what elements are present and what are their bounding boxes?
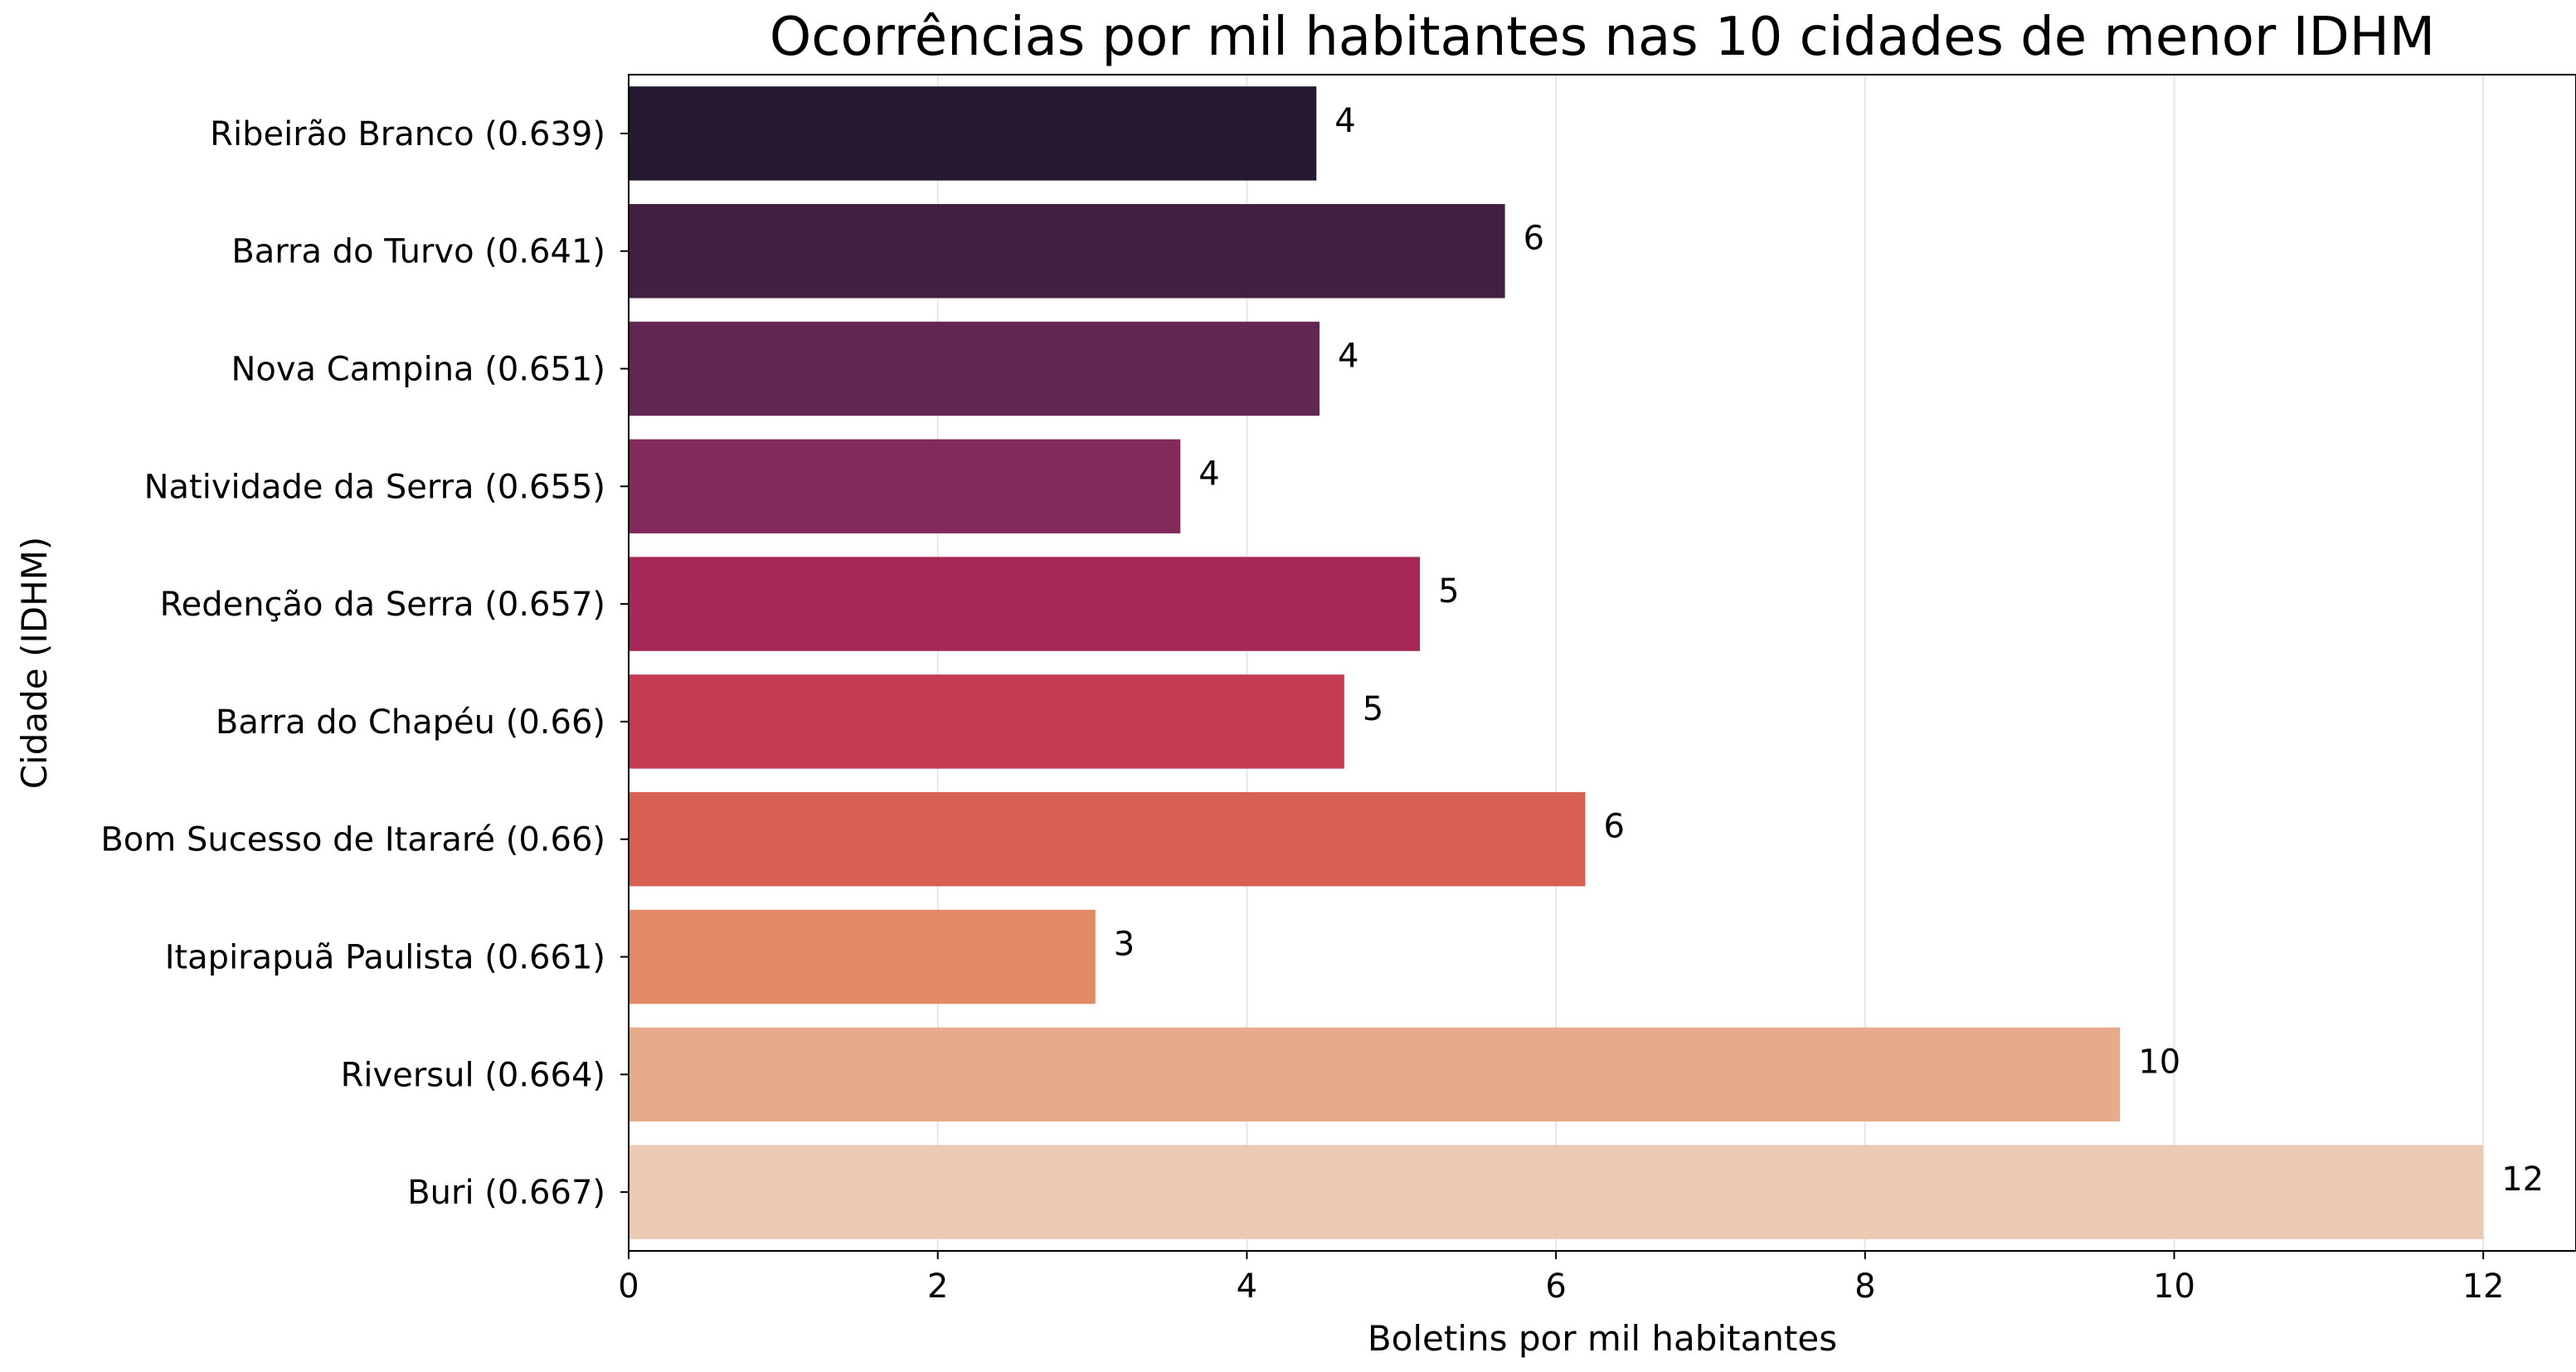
- x-tick-label: 0: [618, 1267, 639, 1306]
- y-tick-label: Natividade da Serra (0.655): [144, 468, 605, 506]
- bar: [629, 86, 1317, 181]
- chart-title: Ocorrências por mil habitantes nas 10 ci…: [770, 7, 2435, 68]
- x-axis-label: Boletins por mil habitantes: [1368, 1318, 1837, 1359]
- bar: [629, 439, 1181, 534]
- y-tick-label: Barra do Chapéu (0.66): [216, 703, 605, 742]
- y-tick-label: Itapirapuã Paulista (0.661): [165, 939, 605, 977]
- y-tick-label: Redenção da Serra (0.657): [160, 586, 605, 624]
- y-axis-label: Cidade (IDHM): [14, 537, 55, 790]
- x-tick-label: 8: [1854, 1267, 1875, 1306]
- x-tick-label: 12: [2462, 1267, 2505, 1306]
- plot-frame: [628, 74, 2576, 1252]
- bar-value-label: 4: [1338, 338, 1358, 376]
- y-tick-label: Barra do Turvo (0.641): [231, 233, 605, 271]
- bar-value-label: 10: [2138, 1043, 2180, 1081]
- bars: [629, 86, 2484, 1239]
- y-tick-label: Riversul (0.664): [341, 1056, 605, 1094]
- bar-value-label: 6: [1524, 220, 1544, 258]
- y-tick-label: Bom Sucesso de Itararé (0.66): [100, 821, 605, 859]
- y-tick-label: Buri (0.667): [407, 1174, 605, 1212]
- bar-labels: 4 6 4 4 5 5 6 3 10 12: [1114, 102, 2544, 1199]
- bar-value-label: 6: [1604, 808, 1625, 846]
- x-tick-label: 2: [927, 1267, 948, 1306]
- bar-value-label: 3: [1114, 926, 1135, 964]
- bar: [629, 203, 1505, 299]
- y-tick-label: Ribeirão Branco (0.639): [210, 115, 605, 153]
- bar-value-label: 5: [1363, 690, 1383, 728]
- x-axis-ticks: 0 2 4 6 8 10 12: [618, 1251, 2505, 1306]
- bar: [629, 909, 1096, 1005]
- bar: [629, 557, 1421, 651]
- bar: [629, 674, 1344, 769]
- bar-value-label: 4: [1334, 102, 1355, 140]
- bar: [629, 791, 1586, 887]
- x-tick-label: 6: [1545, 1267, 1566, 1306]
- bar: [629, 1145, 2484, 1239]
- bar-value-label: 5: [1438, 572, 1459, 611]
- bar: [629, 1027, 2121, 1122]
- x-tick-label: 10: [2153, 1267, 2195, 1306]
- bar-value-label: 4: [1198, 455, 1219, 493]
- x-tick-label: 4: [1237, 1267, 1257, 1306]
- y-axis-ticks: Ribeirão Branco (0.639) Barra do Turvo (0…: [100, 115, 629, 1212]
- y-tick-label: Nova Campina (0.651): [231, 351, 605, 389]
- bar-value-label: 12: [2501, 1160, 2544, 1199]
- bar: [629, 321, 1320, 416]
